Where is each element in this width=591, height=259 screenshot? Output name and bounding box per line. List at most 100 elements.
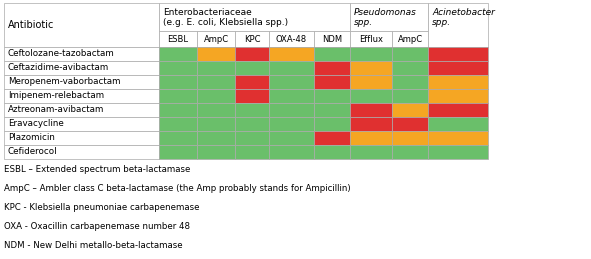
Bar xyxy=(235,117,269,131)
Bar xyxy=(314,103,350,117)
Bar xyxy=(235,75,269,89)
Text: Efflux: Efflux xyxy=(359,34,383,44)
Text: Meropenem-vaborbactam: Meropenem-vaborbactam xyxy=(8,77,121,87)
Bar xyxy=(428,145,488,159)
Bar xyxy=(350,47,392,61)
Bar xyxy=(197,131,235,145)
Text: OXA - Oxacillin carbapenemase number 48: OXA - Oxacillin carbapenemase number 48 xyxy=(4,222,190,231)
Bar xyxy=(428,103,488,117)
Text: AmpC – Ambler class C beta-lactamase (the Amp probably stands for Ampicillin): AmpC – Ambler class C beta-lactamase (th… xyxy=(4,184,350,193)
Text: ESBL: ESBL xyxy=(167,34,189,44)
Bar xyxy=(4,47,159,61)
Bar xyxy=(314,131,350,145)
Text: AmpC: AmpC xyxy=(203,34,229,44)
Bar xyxy=(269,31,314,47)
Bar xyxy=(269,131,314,145)
Text: Ceftazidime-avibactam: Ceftazidime-avibactam xyxy=(8,63,109,73)
Bar xyxy=(4,117,159,131)
Bar xyxy=(314,89,350,103)
Bar xyxy=(269,103,314,117)
Bar xyxy=(428,89,488,103)
Bar xyxy=(159,89,197,103)
Bar xyxy=(269,145,314,159)
Text: AmpC: AmpC xyxy=(397,34,423,44)
Bar xyxy=(197,31,235,47)
Bar xyxy=(159,61,197,75)
Bar xyxy=(269,47,314,61)
Bar xyxy=(159,75,197,89)
Bar xyxy=(235,47,269,61)
Bar xyxy=(350,131,392,145)
Text: KPC - Klebsiella pneumoniae carbapenemase: KPC - Klebsiella pneumoniae carbapenemas… xyxy=(4,203,200,212)
Bar xyxy=(392,47,428,61)
Bar xyxy=(314,31,350,47)
Bar xyxy=(428,131,488,145)
Bar xyxy=(392,61,428,75)
Bar xyxy=(159,145,197,159)
Bar xyxy=(4,3,159,47)
Bar xyxy=(392,131,428,145)
Bar xyxy=(159,47,197,61)
Text: KPC: KPC xyxy=(243,34,260,44)
Text: Ceftolozane-tazobactam: Ceftolozane-tazobactam xyxy=(8,49,115,59)
Bar xyxy=(159,103,197,117)
Bar xyxy=(197,117,235,131)
Bar xyxy=(159,117,197,131)
Bar xyxy=(314,75,350,89)
Bar xyxy=(4,61,159,75)
Bar xyxy=(269,75,314,89)
Text: Antibiotic: Antibiotic xyxy=(8,20,54,30)
Text: NDM - New Delhi metallo-beta-lactamase: NDM - New Delhi metallo-beta-lactamase xyxy=(4,241,183,250)
Bar xyxy=(235,89,269,103)
Bar xyxy=(350,75,392,89)
Bar xyxy=(197,61,235,75)
Bar xyxy=(269,89,314,103)
Bar xyxy=(314,117,350,131)
Bar xyxy=(314,61,350,75)
Bar xyxy=(392,75,428,89)
Bar xyxy=(392,117,428,131)
Bar xyxy=(350,145,392,159)
Bar xyxy=(314,145,350,159)
Bar xyxy=(4,103,159,117)
Bar xyxy=(4,89,159,103)
Text: ESBL – Extended spectrum beta-lactamase: ESBL – Extended spectrum beta-lactamase xyxy=(4,165,190,174)
Bar xyxy=(350,31,392,47)
Bar xyxy=(4,131,159,145)
Bar xyxy=(197,89,235,103)
Bar xyxy=(235,131,269,145)
Text: Cefiderocol: Cefiderocol xyxy=(8,147,58,156)
Text: Enterobacteriaceae: Enterobacteriaceae xyxy=(163,8,252,17)
Bar xyxy=(392,31,428,47)
Bar xyxy=(269,117,314,131)
Bar xyxy=(428,3,488,47)
Bar xyxy=(269,61,314,75)
Bar xyxy=(159,131,197,145)
Text: (e.g. E. coli, Klebsiella spp.): (e.g. E. coli, Klebsiella spp.) xyxy=(163,18,288,27)
Bar xyxy=(350,61,392,75)
Text: Pseudomonas: Pseudomonas xyxy=(354,8,417,17)
Bar xyxy=(235,145,269,159)
Bar xyxy=(392,145,428,159)
Bar xyxy=(159,31,197,47)
Bar xyxy=(4,145,159,159)
Bar xyxy=(392,103,428,117)
Bar xyxy=(197,47,235,61)
Bar xyxy=(4,75,159,89)
Bar xyxy=(197,145,235,159)
Bar xyxy=(428,61,488,75)
Bar xyxy=(197,75,235,89)
Bar xyxy=(428,75,488,89)
Bar xyxy=(428,117,488,131)
Bar xyxy=(235,61,269,75)
Bar xyxy=(350,117,392,131)
Text: Aztreonam-avibactam: Aztreonam-avibactam xyxy=(8,105,105,114)
Bar xyxy=(350,89,392,103)
Text: Acinetobacter: Acinetobacter xyxy=(432,8,495,17)
Bar xyxy=(159,3,350,31)
Text: Imipenem-relebactam: Imipenem-relebactam xyxy=(8,91,104,100)
Text: Eravacycline: Eravacycline xyxy=(8,119,64,128)
Bar xyxy=(428,47,488,61)
Text: OXA-48: OXA-48 xyxy=(276,34,307,44)
Bar xyxy=(314,47,350,61)
